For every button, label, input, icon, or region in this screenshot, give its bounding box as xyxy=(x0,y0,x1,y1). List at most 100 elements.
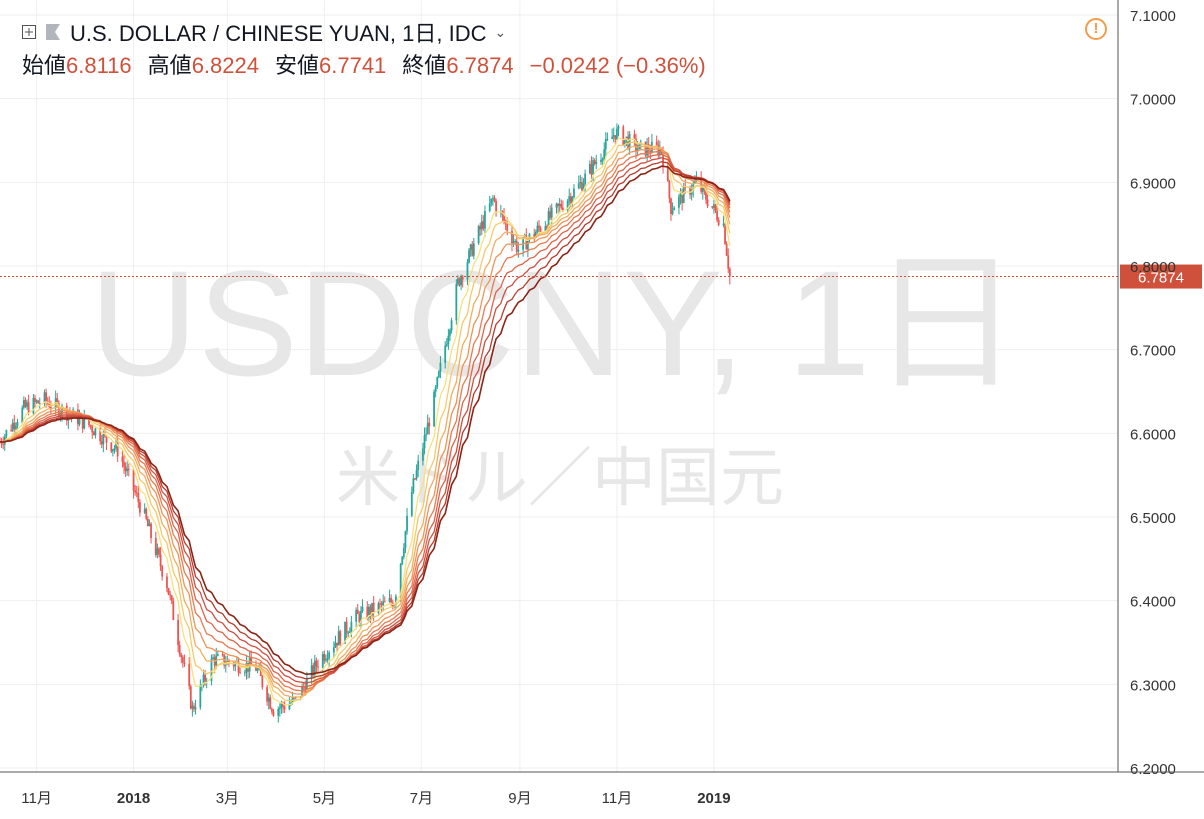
candle-body xyxy=(269,697,272,709)
candle-body xyxy=(534,231,537,237)
candle-body xyxy=(305,678,308,693)
candle-body xyxy=(722,223,725,226)
candle-body xyxy=(606,138,609,140)
candle-body xyxy=(569,196,572,203)
candle-body xyxy=(32,397,35,414)
candle-body xyxy=(361,606,364,611)
x-tick-label: 5月 xyxy=(313,790,336,807)
candle-body xyxy=(181,657,184,663)
candle-body xyxy=(460,276,462,286)
candle-body xyxy=(126,468,129,472)
candle-body xyxy=(356,609,359,614)
last-price-line: 6.7874 xyxy=(0,264,1202,289)
symbol-title[interactable]: U.S. DOLLAR / CHINESE YUAN, 1日, IDC xyxy=(70,21,487,46)
candle-body xyxy=(115,441,117,449)
candle-body xyxy=(288,704,291,710)
candle-body xyxy=(369,606,372,616)
candle-body xyxy=(180,654,183,658)
y-tick-label: 7.0000 xyxy=(1130,92,1176,109)
candle-body xyxy=(579,181,582,184)
candle-body xyxy=(401,556,404,564)
candle-body xyxy=(515,240,518,252)
candle-body xyxy=(228,660,230,663)
plus-square-icon[interactable] xyxy=(22,25,36,39)
candle-body xyxy=(611,136,614,139)
candle-body xyxy=(224,664,227,666)
candle-body xyxy=(99,428,102,442)
candle-body xyxy=(627,136,629,149)
candle-body xyxy=(358,613,361,623)
candle-body xyxy=(690,191,693,195)
candle-body xyxy=(91,426,94,433)
candle-body xyxy=(725,243,728,256)
candle-body xyxy=(482,221,485,229)
chevron-down-icon[interactable]: ⌄ xyxy=(494,23,507,40)
candle-body xyxy=(544,226,547,232)
candle-body xyxy=(728,268,731,277)
candle-body xyxy=(216,654,219,656)
candle-body xyxy=(484,210,486,229)
candle-body xyxy=(255,665,257,671)
candle-body xyxy=(124,466,127,472)
candle-body xyxy=(301,686,303,697)
candle-body xyxy=(317,666,319,668)
candle-body xyxy=(561,207,564,211)
candle-body xyxy=(705,190,707,200)
candle-body xyxy=(673,207,676,211)
candle-body xyxy=(11,422,14,431)
candle-body xyxy=(514,240,517,242)
candle-body xyxy=(506,223,509,231)
candle-body xyxy=(468,249,470,263)
candle-body xyxy=(711,206,714,208)
candle-body xyxy=(623,138,626,145)
grid-layer xyxy=(0,0,1118,772)
candle-body xyxy=(139,502,141,513)
candle-body xyxy=(593,160,596,164)
candle-body xyxy=(239,672,241,674)
candle-body xyxy=(38,403,41,405)
candle-body xyxy=(617,126,620,129)
candle-body xyxy=(410,491,413,516)
candle-body xyxy=(344,621,346,644)
flag-icon[interactable] xyxy=(46,24,60,40)
candle-body xyxy=(312,665,315,675)
candle-body xyxy=(57,402,60,416)
candle-body xyxy=(49,406,52,408)
chart-header: U.S. DOLLAR / CHINESE YUAN, 1日, IDC ⌄ xyxy=(22,16,506,48)
candle-body xyxy=(258,667,261,670)
candle-body xyxy=(582,183,585,191)
candle-layer xyxy=(0,123,731,723)
candle-body xyxy=(178,645,181,655)
ma-line-14 xyxy=(0,148,731,695)
candle-body xyxy=(700,177,703,192)
candle-body xyxy=(681,192,684,204)
x-tick-label: 11月 xyxy=(21,790,52,807)
candle-body xyxy=(127,468,130,470)
watermark-layer: USDCNY, 1日 米ドル／中国元 xyxy=(90,239,1021,514)
candle-body xyxy=(614,135,617,140)
candle-body xyxy=(22,400,25,408)
candle-body xyxy=(595,162,598,164)
candle-body xyxy=(414,478,416,480)
candle-body xyxy=(689,187,691,195)
candle-body xyxy=(555,203,558,208)
candle-body xyxy=(558,203,561,206)
candle-body xyxy=(603,149,606,160)
candle-body xyxy=(495,201,497,212)
candle-body xyxy=(455,283,458,321)
candle-body xyxy=(636,148,639,151)
candle-body xyxy=(156,548,159,555)
candle-body xyxy=(445,344,448,346)
candle-body xyxy=(539,227,542,232)
candle-body xyxy=(267,697,270,702)
candle-body xyxy=(701,185,704,192)
candle-body xyxy=(78,416,81,425)
candle-body xyxy=(328,652,331,659)
alert-icon[interactable]: ! xyxy=(1085,18,1107,40)
candle-body xyxy=(13,422,16,430)
last-price-badge xyxy=(1120,264,1202,289)
candle-body xyxy=(210,659,213,681)
candle-body xyxy=(372,602,375,613)
